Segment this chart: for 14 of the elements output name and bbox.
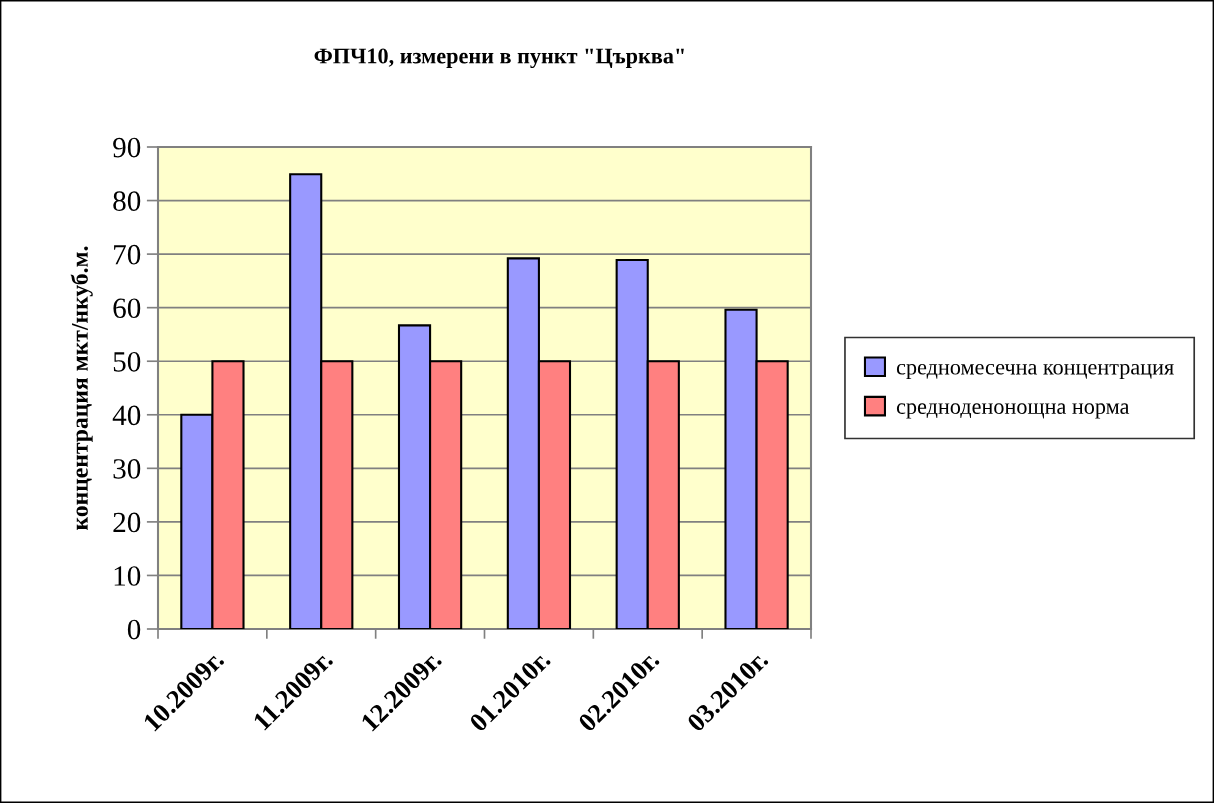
y-tick-label: 30 xyxy=(113,459,141,479)
y-tick-label: 80 xyxy=(113,191,141,211)
legend-label: средномесечна концентрация xyxy=(896,363,1174,380)
y-tick-label: 50 xyxy=(113,351,141,372)
y-tick-label: 90 xyxy=(113,137,141,158)
y-tick-label: 10 xyxy=(114,566,141,586)
y-axis-title: концентрация мкт/нкуб.м. xyxy=(70,246,93,530)
y-tick-label: 40 xyxy=(112,405,141,426)
y-tick-label: 20 xyxy=(113,512,141,533)
legend-label: средноденонощна норма xyxy=(896,403,1130,419)
y-tick-label: 0 xyxy=(127,619,141,640)
y-tick-label: 70 xyxy=(114,244,141,265)
chart-title: ФПЧ10, измерени в пункт "Църква" xyxy=(314,48,684,69)
y-tick-label: 60 xyxy=(113,298,141,319)
